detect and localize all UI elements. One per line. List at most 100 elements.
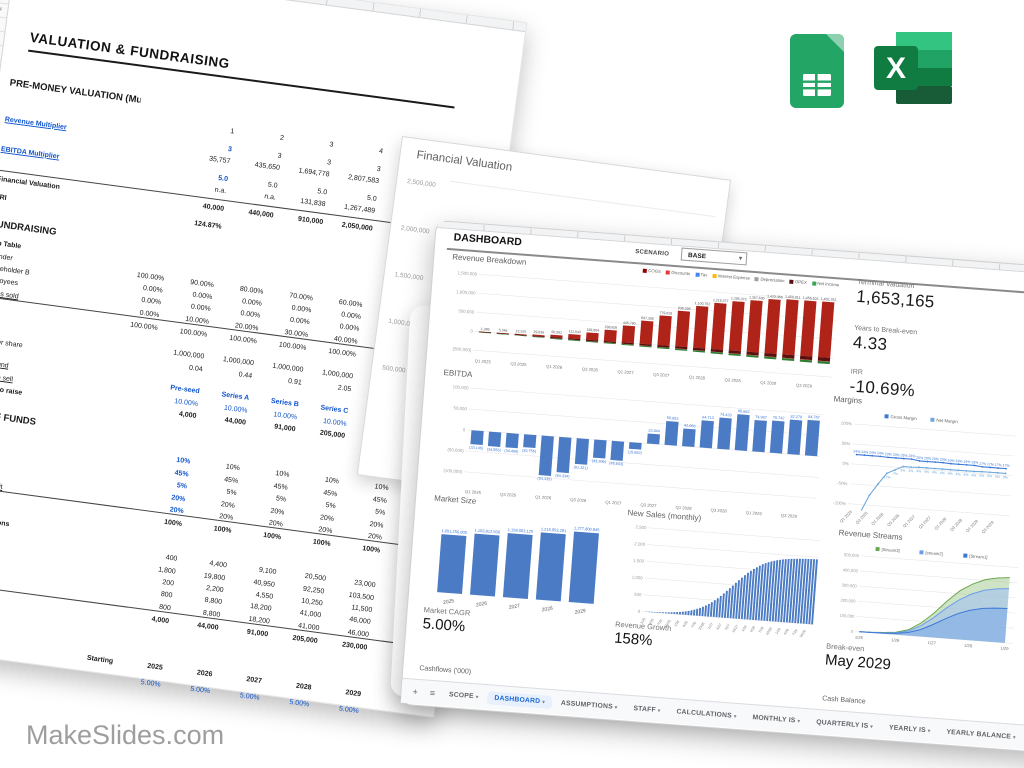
svg-text:1,103,812,500: 1,103,812,500 xyxy=(474,528,501,535)
cell-value: 1 xyxy=(229,128,235,136)
y-tick: 1,500,000 xyxy=(394,271,424,283)
ebitda-plot: 100,000 50,000 0 (50,000) (100,000) (33,1… xyxy=(430,378,826,528)
svg-text:500,000: 500,000 xyxy=(844,552,860,558)
svg-text:1,450,011: 1,450,011 xyxy=(785,295,801,300)
svg-text:1,423,366: 1,423,366 xyxy=(767,294,783,299)
svg-text:298,605: 298,605 xyxy=(605,325,618,330)
svg-text:1,000: 1,000 xyxy=(632,575,644,581)
svg-text:4%: 4% xyxy=(947,471,952,475)
svg-text:(100,000): (100,000) xyxy=(443,468,463,474)
svg-text:1,389: 1,389 xyxy=(481,327,490,332)
cell-value: 2025 xyxy=(146,662,164,672)
svg-text:5%: 5% xyxy=(995,475,1000,479)
svg-text:-50%: -50% xyxy=(837,480,848,486)
svg-text:64,713: 64,713 xyxy=(702,415,714,420)
all-sheets-menu-icon[interactable]: ≡ xyxy=(429,687,436,699)
ebitda-chart: EBITDA 100,000 50,000 0 (50,000) (100,00… xyxy=(430,368,827,528)
tab-quarterly-is[interactable]: QUARTERLY IS▾ xyxy=(815,718,874,730)
cell-value: 100% xyxy=(262,532,282,542)
svg-text:779,629: 779,629 xyxy=(659,311,672,316)
svg-text:938,298: 938,298 xyxy=(678,306,691,311)
chevron-down-icon: ▾ xyxy=(657,707,661,714)
svg-text:Q3 2028: Q3 2028 xyxy=(724,377,741,383)
market-size-chart: Market Size 1,051,250,000 2025 1,103,812… xyxy=(421,493,612,633)
cell-value: 100% xyxy=(312,538,331,549)
tab-assumptions[interactable]: ASSUMPTIONS▾ xyxy=(560,699,618,711)
svg-text:Q3 2026: Q3 2026 xyxy=(886,512,901,527)
svg-text:4%: 4% xyxy=(932,470,937,474)
margins-chart: Margins 100% 50% 0% -50% -100% Gross Mar… xyxy=(819,394,1020,557)
new-sales-plot: 2,500 2,000 1,500 1,000 500 0 1/25 4/25 7/2… xyxy=(614,518,825,658)
google-sheets-icon xyxy=(790,34,844,113)
svg-text:1/25: 1/25 xyxy=(639,617,646,625)
svg-text:19%: 19% xyxy=(947,458,954,463)
row-number: 4 xyxy=(0,2,9,19)
svg-text:20%: 20% xyxy=(916,456,923,461)
svg-text:Q1 2025: Q1 2025 xyxy=(839,509,854,524)
cell-value: 44,000 xyxy=(196,622,219,632)
svg-text:4%: 4% xyxy=(971,473,976,477)
cell-value: 205,000 xyxy=(292,634,319,646)
cell-value: 4 xyxy=(378,148,384,156)
svg-text:Q1 2028: Q1 2028 xyxy=(933,516,948,531)
svg-text:23%: 23% xyxy=(893,453,900,458)
svg-text:607,306: 607,306 xyxy=(641,316,654,321)
svg-text:1/26: 1/26 xyxy=(891,637,900,643)
svg-text:23%: 23% xyxy=(900,453,907,458)
cell-value xyxy=(72,612,122,619)
tab-scope[interactable]: SCOPE▾ xyxy=(448,690,479,701)
svg-text:(34,556): (34,556) xyxy=(487,447,502,452)
svg-text:Q3 2026: Q3 2026 xyxy=(570,497,587,503)
cell-value xyxy=(106,360,156,367)
tab-yearly-is[interactable]: YEARLY IS▾ xyxy=(888,723,931,735)
svg-text:X: X xyxy=(886,52,906,85)
svg-text:-17%: -17% xyxy=(882,475,890,480)
svg-text:1/28: 1/28 xyxy=(741,625,748,633)
cell-value: 40,000 xyxy=(202,203,225,214)
legend-item: Tax xyxy=(695,272,708,277)
cell-value: 100% xyxy=(361,545,381,555)
tab-dashboard[interactable]: DASHBOARD▾ xyxy=(486,690,553,709)
svg-text:2028: 2028 xyxy=(541,606,553,614)
cell-value: 100% xyxy=(163,519,183,529)
svg-text:(34,486): (34,486) xyxy=(504,449,519,454)
cell-value: 5.00% xyxy=(189,685,211,696)
svg-text:23%: 23% xyxy=(908,454,915,459)
cashflows-chart-title: Cashflows ('000) xyxy=(419,665,472,676)
svg-text:4%: 4% xyxy=(955,472,960,476)
cell-value: 91,000 xyxy=(246,628,269,639)
cell-value: 5.00% xyxy=(338,705,360,715)
cell-value: 5.00% xyxy=(239,692,261,702)
cell-value: 100.00% xyxy=(179,328,208,339)
cell-value: 1,267,489 xyxy=(343,203,376,215)
y-tick: 2,500,000 xyxy=(406,178,437,189)
cell-value: 2028 xyxy=(295,682,312,692)
tab-staff[interactable]: STAFF▾ xyxy=(633,704,661,714)
svg-text:(15,682): (15,682) xyxy=(628,450,643,455)
cell-value xyxy=(125,218,175,225)
svg-text:10/27: 10/27 xyxy=(731,624,739,633)
tab-monthly-is[interactable]: MONTHLY IS▾ xyxy=(752,713,801,725)
new-sales-chart: New Sales (monthly) 2,500 2,000 1,500 1,… xyxy=(614,508,826,658)
cell-value: 0.04 xyxy=(188,364,203,374)
cell-value: 435,650 xyxy=(254,161,281,173)
svg-text:60,561: 60,561 xyxy=(551,330,562,335)
cell-value xyxy=(64,676,114,683)
add-sheet-button[interactable]: + xyxy=(412,686,419,697)
svg-text:29,636: 29,636 xyxy=(533,330,544,335)
cell-value: n.a. xyxy=(263,193,277,202)
chevron-down-icon: ▾ xyxy=(738,255,743,263)
svg-text:500,000: 500,000 xyxy=(458,308,475,314)
svg-text:Q3 2028: Q3 2028 xyxy=(710,507,727,513)
tab-yearly-balance[interactable]: YEARLY BALANCE▾ xyxy=(946,728,1016,741)
svg-text:400,000: 400,000 xyxy=(843,567,859,573)
svg-text:Q3 2029: Q3 2029 xyxy=(980,519,995,534)
svg-text:50,000: 50,000 xyxy=(453,405,467,411)
svg-text:19%: 19% xyxy=(963,460,970,465)
tab-calculations[interactable]: CALCULATIONS▾ xyxy=(676,707,737,720)
svg-text:50%: 50% xyxy=(841,441,850,447)
cash-balance-chart-title: Cash Balance xyxy=(821,695,866,706)
cell-value: Starting xyxy=(86,654,114,665)
cell-value: 3 xyxy=(328,141,334,150)
